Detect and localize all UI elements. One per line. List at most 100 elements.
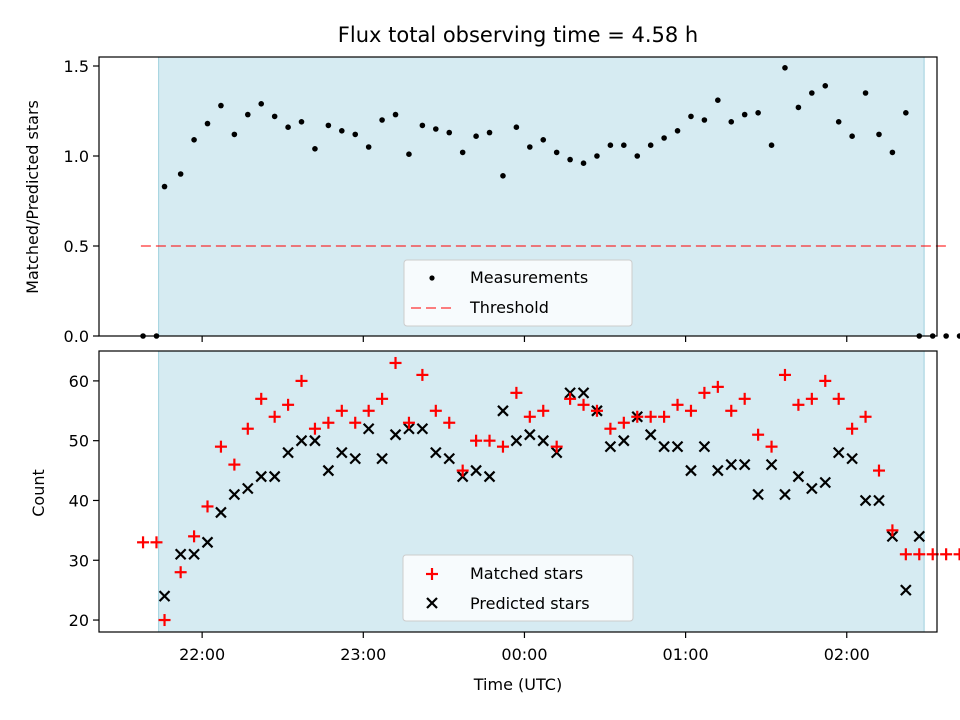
bottom-ytick-label: 60 <box>69 372 89 391</box>
matched-point <box>886 524 899 537</box>
matched-point <box>523 410 536 423</box>
matched-point <box>510 386 523 399</box>
measurement-point <box>849 133 855 139</box>
measurement-point <box>459 149 466 156</box>
predicted-point <box>577 387 590 399</box>
matched-point <box>684 404 697 417</box>
measurement-point <box>285 124 291 130</box>
measurement-point <box>473 133 479 139</box>
predicted-point <box>913 530 926 543</box>
measurement-point <box>688 113 694 120</box>
predicted-point <box>644 428 657 441</box>
matched-point <box>150 536 163 549</box>
predicted-points <box>158 387 926 602</box>
legend-measurement-marker <box>429 275 435 281</box>
matched-point <box>335 404 348 417</box>
top-y-label: Matched/Predicted stars <box>23 100 42 294</box>
measurement-point <box>862 90 869 96</box>
measurement-point <box>500 173 506 179</box>
matched-point <box>282 398 295 411</box>
measurement-point <box>433 126 439 132</box>
measurement-point <box>392 111 399 118</box>
predicted-point <box>859 494 872 507</box>
matched-point <box>953 548 960 561</box>
matched-point <box>214 440 227 453</box>
bottom-ytick-label: 40 <box>69 491 89 510</box>
top-panel: 0.0 0.5 1.0 1.5 Matched/Predicted stars Mea… <box>23 56 960 346</box>
matched-point <box>590 404 603 417</box>
matched-point <box>604 422 617 435</box>
matched-point <box>496 440 509 453</box>
predicted-point <box>376 452 388 465</box>
predicted-point <box>268 470 281 483</box>
predicted-point <box>765 458 778 471</box>
matched-point <box>483 434 496 447</box>
legend-measurements-label: Measurements <box>470 268 588 287</box>
measurement-point <box>567 156 573 163</box>
measurement-point <box>715 97 721 103</box>
matched-point <box>658 410 671 423</box>
chart-title: Flux total observing time = 4.58 h <box>338 23 698 47</box>
matched-point <box>778 368 791 381</box>
bottom-xtick-label: 22:00 <box>179 645 225 664</box>
matched-point <box>456 464 469 477</box>
measurement-point <box>876 131 882 138</box>
measurement-point <box>956 333 960 339</box>
bottom-y-ticks: 20 30 40 50 60 <box>69 372 99 630</box>
measurement-point <box>339 128 345 134</box>
predicted-point <box>215 506 227 519</box>
matched-point <box>174 566 187 579</box>
predicted-point <box>685 464 697 477</box>
top-ytick-label: 1.0 <box>64 147 89 166</box>
bottom-xtick-label: 01:00 <box>663 645 709 664</box>
measurement-point <box>161 183 168 190</box>
matched-point <box>550 440 563 453</box>
matched-point <box>846 422 859 435</box>
predicted-point <box>725 458 738 471</box>
matched-point <box>564 392 577 405</box>
measurement-point <box>889 149 896 156</box>
predicted-point <box>188 548 200 561</box>
predicted-point <box>430 446 442 459</box>
measurement-point <box>231 131 238 138</box>
matched-point <box>158 614 171 627</box>
matched-point <box>389 356 402 369</box>
matched-point <box>577 398 590 411</box>
matched-point <box>470 434 483 447</box>
measurement-point <box>822 83 829 89</box>
predicted-point <box>752 488 764 501</box>
bottom-ytick-label: 30 <box>69 551 89 570</box>
measurement-point <box>594 153 600 159</box>
predicted-point <box>806 482 818 495</box>
matched-point <box>671 398 684 411</box>
matched-point <box>752 428 765 441</box>
bottom-legend-box <box>402 554 634 622</box>
matched-point <box>322 416 335 429</box>
matched-point <box>805 392 818 405</box>
predicted-point <box>201 536 214 549</box>
measurement-point <box>258 101 265 107</box>
measurement-point <box>352 131 359 138</box>
predicted-point <box>537 434 550 447</box>
bottom-xtick-label: 00:00 <box>501 645 547 664</box>
predicted-point <box>510 434 523 447</box>
matched-point <box>362 404 375 417</box>
predicted-point <box>873 494 885 507</box>
top-ytick-label: 0.5 <box>64 237 89 256</box>
measurement-point <box>419 122 426 129</box>
matched-point <box>429 404 442 417</box>
measurement-point <box>943 333 949 339</box>
measurement-point <box>365 144 372 150</box>
measurement-point <box>835 119 842 125</box>
measurement-point <box>527 144 533 150</box>
predicted-point <box>900 584 912 596</box>
measurement-point <box>553 149 560 156</box>
measurement-point <box>903 110 909 116</box>
top-ytick-label: 0.0 <box>64 327 89 346</box>
predicted-point <box>846 452 858 465</box>
matched-point <box>725 404 738 417</box>
top-ytick-label: 1.5 <box>64 57 89 76</box>
matched-point <box>402 416 415 429</box>
measurement-point <box>406 151 412 157</box>
